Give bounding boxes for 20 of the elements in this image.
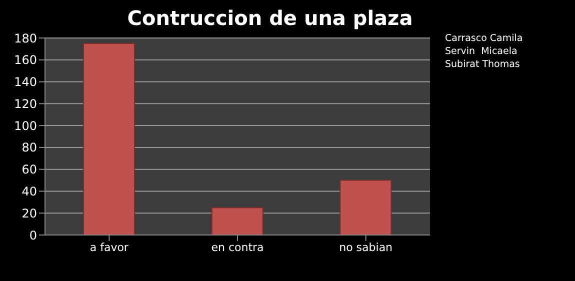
y-tick-label: 160 [14, 53, 37, 68]
x-tick-label: no sabian [339, 240, 393, 254]
bar [340, 180, 392, 235]
y-tick-label: 0 [29, 228, 37, 242]
y-tick-label: 80 [22, 140, 37, 155]
x-tick-label: en contra [211, 240, 264, 254]
x-tick-label: a favor [90, 240, 129, 254]
y-tick-label: 180 [14, 31, 37, 46]
y-tick-label: 100 [14, 118, 37, 133]
y-tick-label: 20 [22, 206, 37, 220]
y-tick-label: 40 [22, 184, 37, 198]
text: Subirat Thomas [445, 58, 521, 71]
bar [83, 42, 135, 235]
y-tick-label: 120 [14, 96, 37, 111]
text: Carrasco Camila [445, 32, 523, 45]
y-tick-label: 140 [14, 75, 37, 90]
y-tick-label: 60 [22, 162, 37, 177]
chart-title: Contruccion de una plaza [126, 6, 414, 30]
text: Servin Micaela [445, 45, 518, 58]
bar [211, 207, 264, 235]
